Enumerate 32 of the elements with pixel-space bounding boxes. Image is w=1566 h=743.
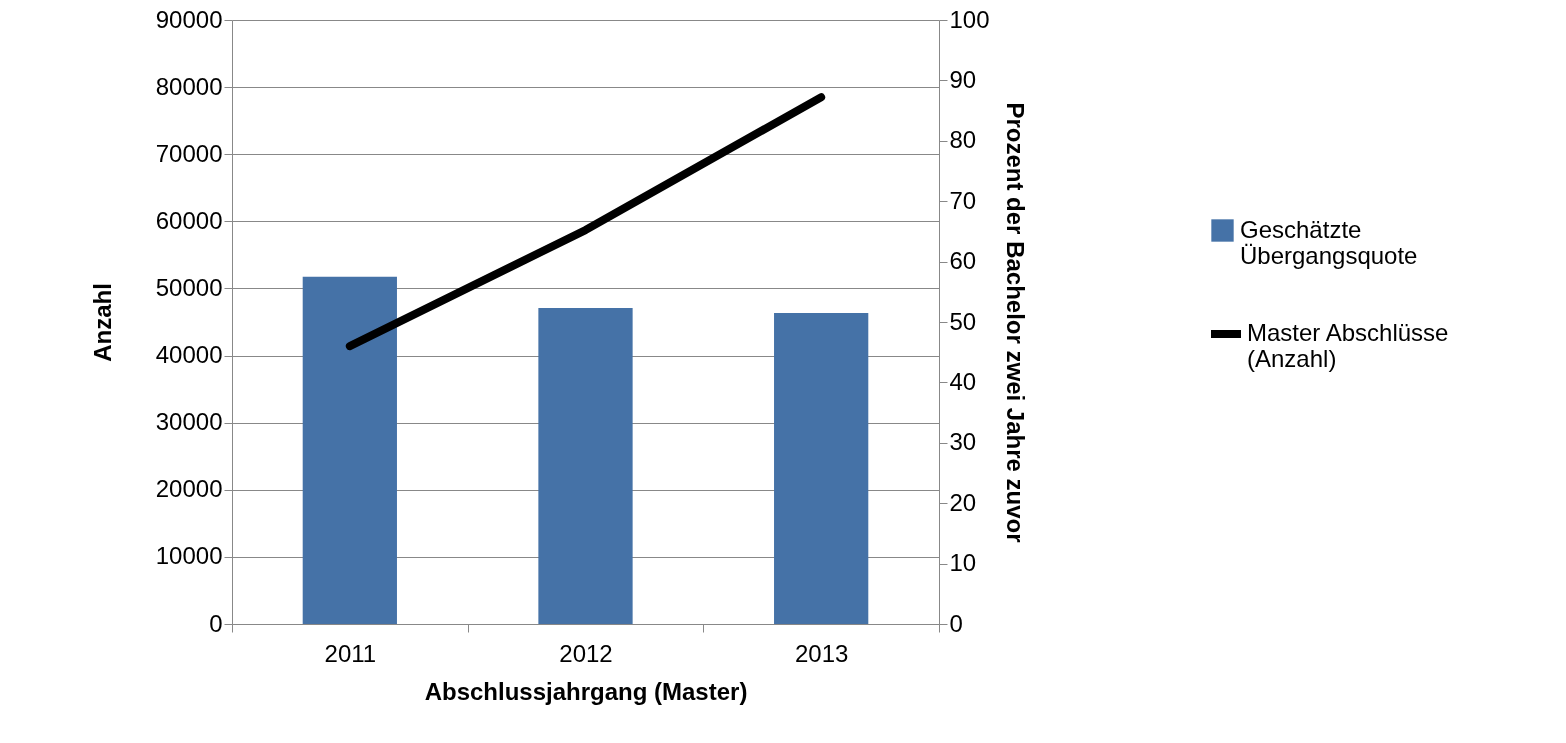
bar bbox=[302, 276, 397, 624]
y-tick-label: 80000 bbox=[155, 72, 223, 100]
y2-tick-label: 50 bbox=[949, 307, 977, 335]
y-tick-label: 30000 bbox=[155, 408, 223, 436]
y-tick-label: 70000 bbox=[155, 139, 223, 167]
y2-tick-label: 60 bbox=[949, 247, 977, 275]
y-tick-label: 50000 bbox=[155, 273, 223, 301]
y2-tick-label: 10 bbox=[949, 549, 977, 577]
y2-tick-label: 70 bbox=[949, 186, 977, 214]
y-tick-label: 10000 bbox=[155, 542, 223, 570]
y-tick-label: 90000 bbox=[155, 5, 223, 33]
y-tick-label: 20000 bbox=[155, 475, 223, 503]
legend-label: Master Abschlüsse (Anzahl) bbox=[1247, 319, 1449, 372]
x-tick-label: 2011 bbox=[324, 639, 377, 667]
x-tick-label: 2012 bbox=[559, 639, 613, 667]
bar bbox=[538, 308, 633, 624]
legend-label: Geschätzte Übergangsquote bbox=[1240, 215, 1418, 269]
x-axis-title: Abschlussjahrgang (Master) bbox=[424, 677, 748, 705]
y-tick-label: 0 bbox=[209, 609, 223, 637]
y2-tick-label: 40 bbox=[949, 367, 977, 395]
y2-tick-label: 100 bbox=[949, 5, 990, 33]
y2-axis-title: Prozent der Bachelor zwei Jahre zuvor bbox=[1001, 102, 1029, 543]
y-tick-label: 40000 bbox=[155, 341, 223, 369]
x-tick-label: 2013 bbox=[794, 639, 849, 667]
y2-tick-label: 20 bbox=[949, 488, 977, 516]
bar bbox=[774, 312, 869, 624]
y2-tick-label: 30 bbox=[949, 428, 977, 456]
y-axis-title: Anzahl bbox=[88, 283, 116, 362]
y2-tick-label: 0 bbox=[949, 609, 963, 637]
y-tick-label: 60000 bbox=[155, 206, 223, 234]
y2-tick-label: 90 bbox=[949, 65, 977, 93]
y2-tick-label: 80 bbox=[949, 126, 977, 154]
